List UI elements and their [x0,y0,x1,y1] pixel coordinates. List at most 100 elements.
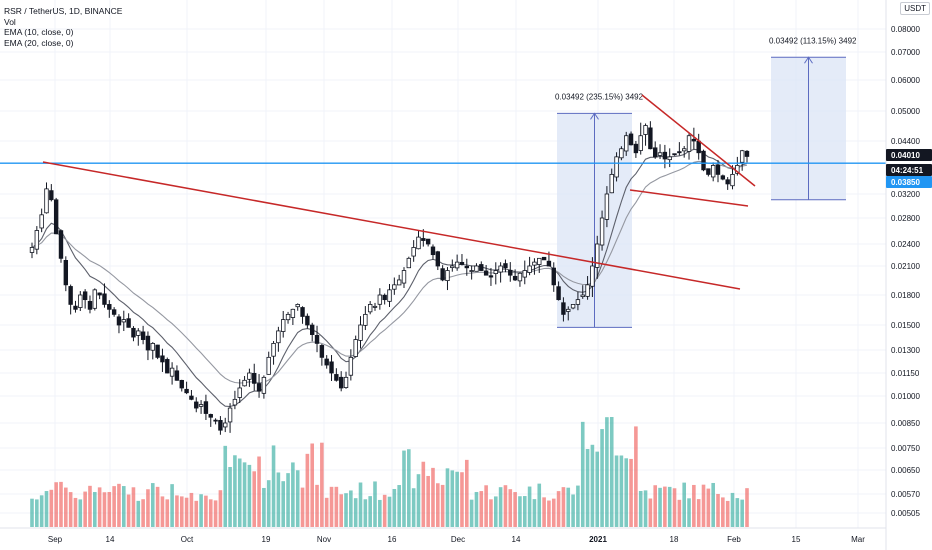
ema20-indicator-label[interactable]: EMA (20, close, 0) [4,37,74,48]
candle-body-11 [82,291,88,301]
volume-bar-87 [450,470,455,527]
volume-bar-69 [363,499,368,527]
ema20-line [31,160,748,384]
volume-bar-106 [542,497,546,527]
candle-body-69 [363,313,368,326]
volume-bar-15 [102,492,107,527]
volume-bar-71 [373,481,377,527]
candle-body-82 [425,238,431,245]
volume-bar-61 [324,497,329,527]
candle-body-101 [517,272,523,282]
candle-body-12 [87,300,93,310]
candle-body-22 [136,330,141,336]
volume-bar-62 [329,486,334,527]
volume-bar-10 [78,499,83,527]
volume-bar-125 [634,426,638,527]
volume-bar-19 [121,486,126,527]
volume-bar-81 [421,461,426,527]
volume-bar-103 [527,486,532,527]
candle-body-125 [633,143,639,154]
candle-body-106 [541,256,547,261]
current-price-tag: 0.04010 [891,151,920,160]
volume-bar-105 [537,483,542,527]
volume-bar-60 [320,442,324,527]
time-tick-label-1: 14 [106,535,115,544]
candle-body-100 [512,275,518,281]
price-tags: 0.04010 04:24:51 0.03850 [886,149,932,188]
volume-bar-55 [295,470,300,527]
volume-bar-100 [513,492,517,527]
volume-bar-31 [179,496,184,527]
volume-bar-93 [479,491,484,527]
candle-body-83 [430,246,436,256]
candle-body-120 [609,173,614,194]
candle-body-44 [242,379,247,387]
volume-indicator-label[interactable]: Vol [4,16,16,27]
volume-bar-28 [165,499,170,527]
volume-bar-140 [706,488,711,527]
candle-body-67 [353,339,358,357]
candle-body-16 [107,304,112,310]
level-price-tag: 0.03850 [891,178,920,187]
price-axis[interactable]: 0.08000 0.07000 0.06000 0.05000 0.04400 0.032… [885,0,920,550]
candle-body-60 [319,345,325,358]
candle-body-114 [580,294,585,297]
volume-bar-39 [218,490,223,527]
candle-body-49 [266,356,271,375]
volume-bar-16 [107,491,112,527]
candle-body-45 [247,372,252,380]
candle-body-127 [643,125,648,135]
volume-bar-5 [54,482,58,527]
volume-bar-131 [663,486,667,527]
price-tick-label-5: 0.03200 [891,190,920,199]
candle-body-42 [232,398,238,406]
candle-body-141 [710,164,716,178]
candle-body-64 [338,376,344,389]
time-tick-label-2: Oct [181,535,194,544]
symbol-title[interactable]: RSR / TetherUS, 1D, BINANCE [4,6,123,16]
currency-button[interactable]: USDT [900,2,930,15]
volume-bar-88 [455,471,459,527]
volume-bar-24 [146,489,150,527]
volume-bar-113 [576,485,580,527]
candle-body-132 [667,156,672,161]
price-tick-label-8: 0.02100 [891,262,920,271]
candle-body-62 [329,361,334,374]
price-tick-label-18: 0.00505 [891,509,920,518]
volume-bar-36 [204,495,208,527]
candle-body-98 [503,263,508,269]
candle-body-109 [556,286,561,301]
time-tick-label-6: Dec [451,535,465,544]
candle-body-102 [522,270,527,278]
ema10-indicator-label[interactable]: EMA (10, close, 0) [4,27,74,37]
candle-body-71 [372,305,378,308]
candle-body-28 [165,359,170,374]
volume-bar-83 [431,467,435,527]
candle-body-15 [102,293,107,305]
volume-bar-27 [160,496,165,527]
volume-bar-116 [590,444,595,527]
volume-bar-126 [638,490,643,527]
candle-body-88 [454,261,460,269]
volume-bar-41 [228,466,232,527]
candle-body-143 [720,175,726,180]
volume-bar-80 [416,474,421,527]
wedge-lower-line [629,189,749,207]
time-axis[interactable]: Sep 14 Oct 19 Nov 16 Dec 14 2021 18 Feb 15 Mar [0,527,886,544]
volume-bar-63 [334,486,339,527]
candle-body-38 [213,419,218,422]
price-tick-label-7: 0.02400 [891,240,920,249]
countdown-tag: 04:24:51 [891,166,924,175]
volume-bar-20 [126,494,131,527]
volume-bar-137 [692,484,696,527]
price-tick-label-14: 0.00850 [891,419,920,428]
volume-bar-85 [440,484,445,527]
candle-body-117 [595,243,600,268]
volume-bar-91 [469,499,474,527]
volume-bar-56 [300,487,305,527]
volume-bar-114 [580,421,585,527]
ema-lines [31,148,748,408]
price-tick-label-9: 0.01800 [891,291,920,300]
volume-bar-13 [93,491,97,527]
